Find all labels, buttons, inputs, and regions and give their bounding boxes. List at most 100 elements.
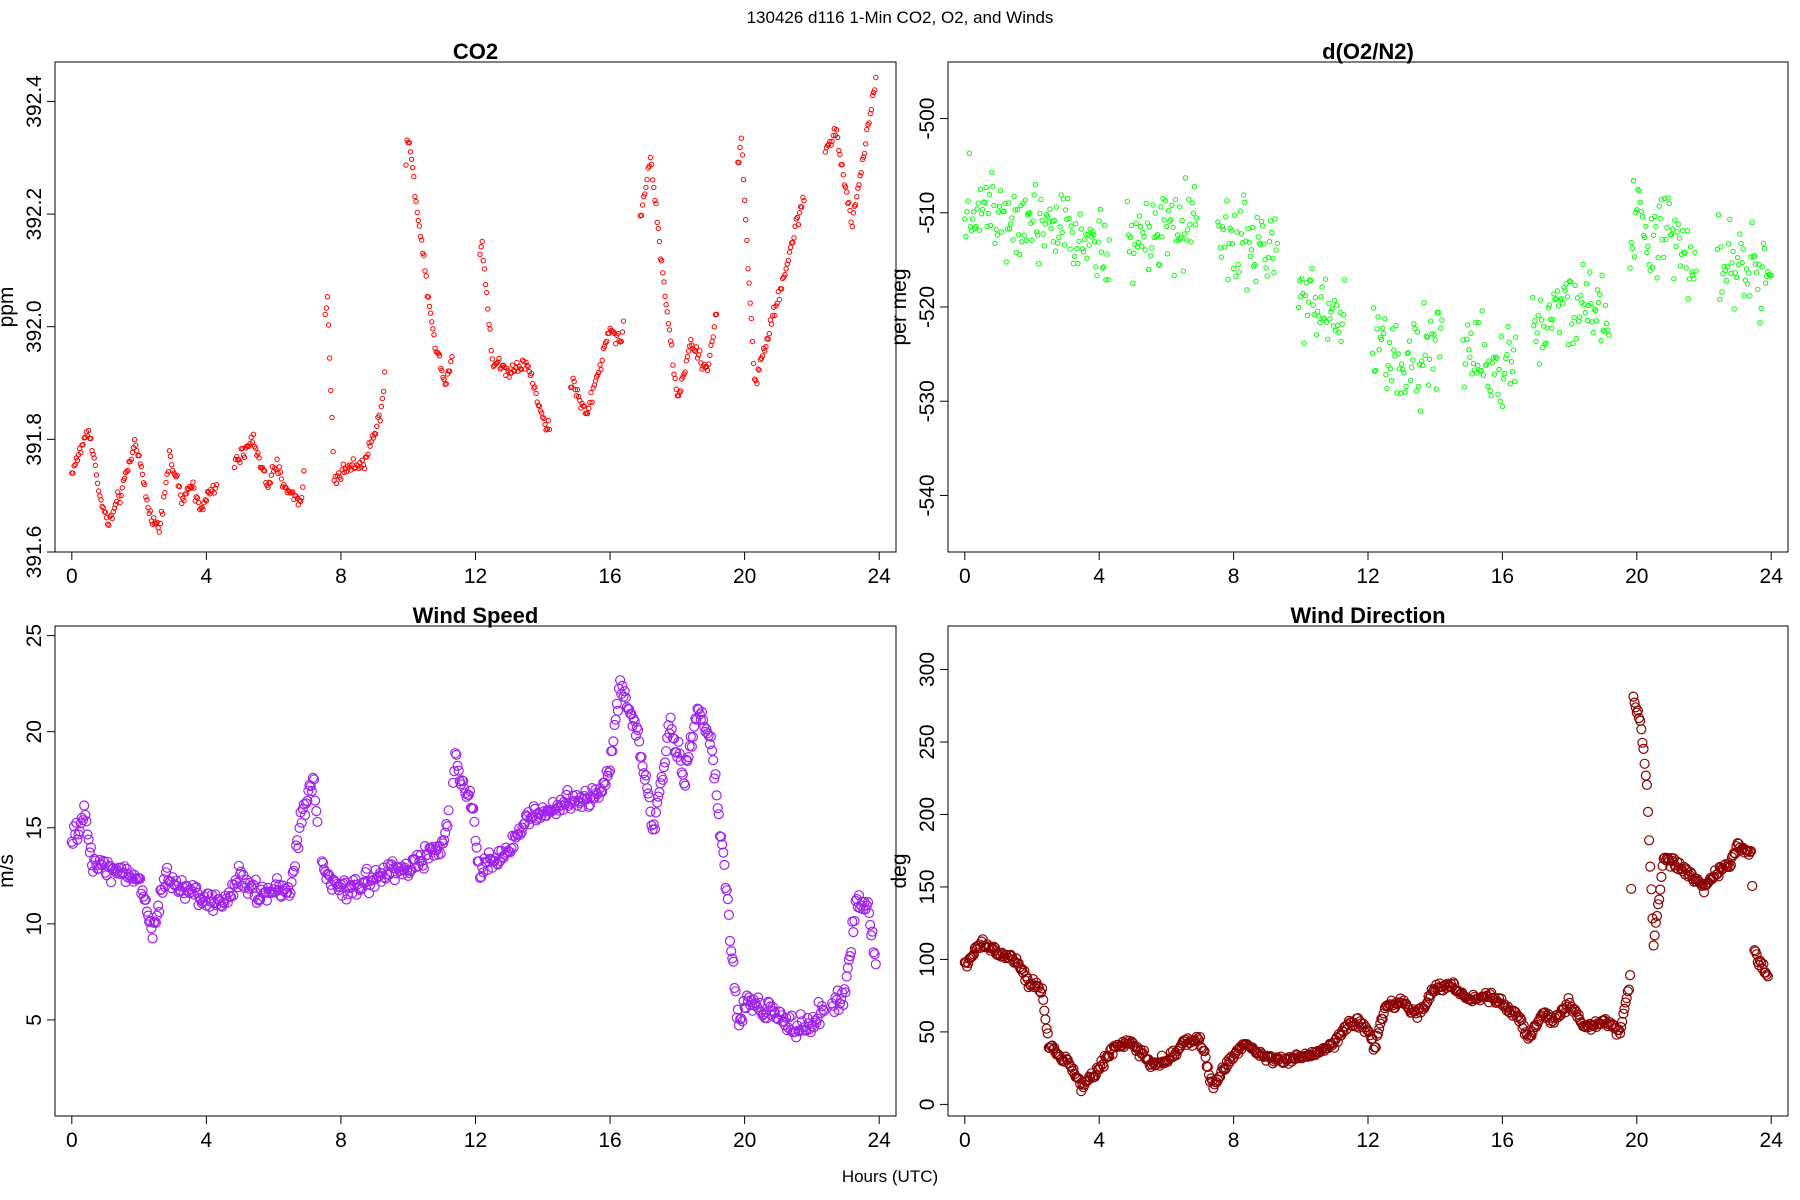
data-point xyxy=(80,809,91,821)
data-point xyxy=(1336,329,1342,335)
data-point xyxy=(1634,207,1640,213)
data-point xyxy=(1068,223,1074,229)
data-point xyxy=(1004,226,1011,232)
data-point xyxy=(377,418,383,424)
data-point xyxy=(1493,354,1499,360)
data-point xyxy=(137,885,148,896)
data-point xyxy=(1227,225,1233,232)
data-point xyxy=(237,459,243,466)
data-point xyxy=(1636,724,1647,735)
data-point xyxy=(221,893,232,904)
data-point xyxy=(778,286,785,292)
y-tick-label: 392.0 xyxy=(23,300,46,353)
data-point xyxy=(835,134,841,141)
data-point xyxy=(1643,835,1655,846)
data-point xyxy=(713,809,724,820)
y-tick-label: 391.6 xyxy=(23,526,46,579)
data-point xyxy=(232,456,239,463)
data-point xyxy=(644,176,650,183)
y-tick-label: 5 xyxy=(23,1014,46,1026)
data-point xyxy=(1619,1003,1630,1015)
data-point xyxy=(144,916,155,928)
data-point xyxy=(1512,378,1518,385)
data-point xyxy=(1435,310,1442,316)
data-point xyxy=(1325,336,1331,342)
data-point xyxy=(1365,1030,1376,1041)
data-point xyxy=(665,321,672,327)
data-point xyxy=(274,456,280,462)
data-point xyxy=(619,685,630,697)
data-point xyxy=(1524,1031,1535,1043)
data-point xyxy=(1248,247,1255,253)
data-point xyxy=(1665,195,1671,201)
data-point xyxy=(311,805,322,817)
data-point xyxy=(1149,245,1155,251)
data-point xyxy=(687,731,699,743)
data-point xyxy=(1584,317,1591,324)
data-point xyxy=(1163,223,1170,230)
data-point xyxy=(1475,363,1481,369)
data-point xyxy=(540,414,546,420)
data-point xyxy=(546,426,553,433)
data-point xyxy=(667,732,679,744)
data-point xyxy=(1420,362,1426,369)
data-point xyxy=(980,206,986,213)
data-point xyxy=(999,229,1005,235)
data-point xyxy=(1015,232,1022,238)
data-point xyxy=(1039,1005,1050,1016)
data-point xyxy=(403,162,409,168)
data-point xyxy=(1672,217,1678,223)
data-point xyxy=(1535,313,1541,319)
data-point xyxy=(1394,390,1400,396)
data-point xyxy=(1161,217,1167,223)
data-point xyxy=(1241,192,1247,198)
data-point xyxy=(659,757,671,768)
data-point xyxy=(1159,234,1165,240)
data-point xyxy=(689,342,695,348)
data-point xyxy=(365,451,371,457)
data-point xyxy=(1391,347,1397,353)
data-point xyxy=(1179,217,1185,224)
data-point xyxy=(190,479,196,485)
data-point xyxy=(278,476,285,482)
data-point xyxy=(574,386,581,393)
data-point xyxy=(1152,210,1158,216)
data-point xyxy=(1762,280,1769,286)
data-point xyxy=(1190,210,1197,216)
data-point xyxy=(845,946,857,958)
data-point xyxy=(675,393,682,399)
data-point xyxy=(1640,770,1651,781)
data-point xyxy=(292,835,303,846)
data-point xyxy=(119,485,126,491)
data-point xyxy=(1615,1021,1627,1033)
data-point xyxy=(1076,238,1082,245)
data-point xyxy=(676,767,687,778)
y-tick-label: 15 xyxy=(23,816,46,839)
data-point xyxy=(431,332,437,338)
data-point xyxy=(1009,215,1015,221)
data-point xyxy=(285,887,296,899)
data-point xyxy=(1564,294,1571,300)
data-point xyxy=(1332,1036,1343,1048)
data-point xyxy=(1725,860,1737,871)
data-point xyxy=(851,203,858,209)
data-point xyxy=(1662,195,1668,202)
data-point xyxy=(658,258,665,264)
data-point xyxy=(968,949,979,960)
data-point xyxy=(417,234,424,240)
data-point xyxy=(1487,388,1493,394)
data-point xyxy=(356,883,367,895)
data-point xyxy=(1393,998,1404,1009)
data-point xyxy=(1590,329,1596,336)
data-point xyxy=(1587,269,1593,276)
data-point xyxy=(1482,362,1489,369)
data-point xyxy=(1370,1042,1381,1053)
data-point xyxy=(159,511,166,517)
data-point xyxy=(620,692,631,703)
data-point xyxy=(1496,366,1502,372)
data-point xyxy=(1431,332,1437,338)
data-point xyxy=(1683,265,1689,271)
data-point xyxy=(1319,284,1325,290)
data-point xyxy=(124,468,130,475)
data-point xyxy=(1649,930,1660,941)
